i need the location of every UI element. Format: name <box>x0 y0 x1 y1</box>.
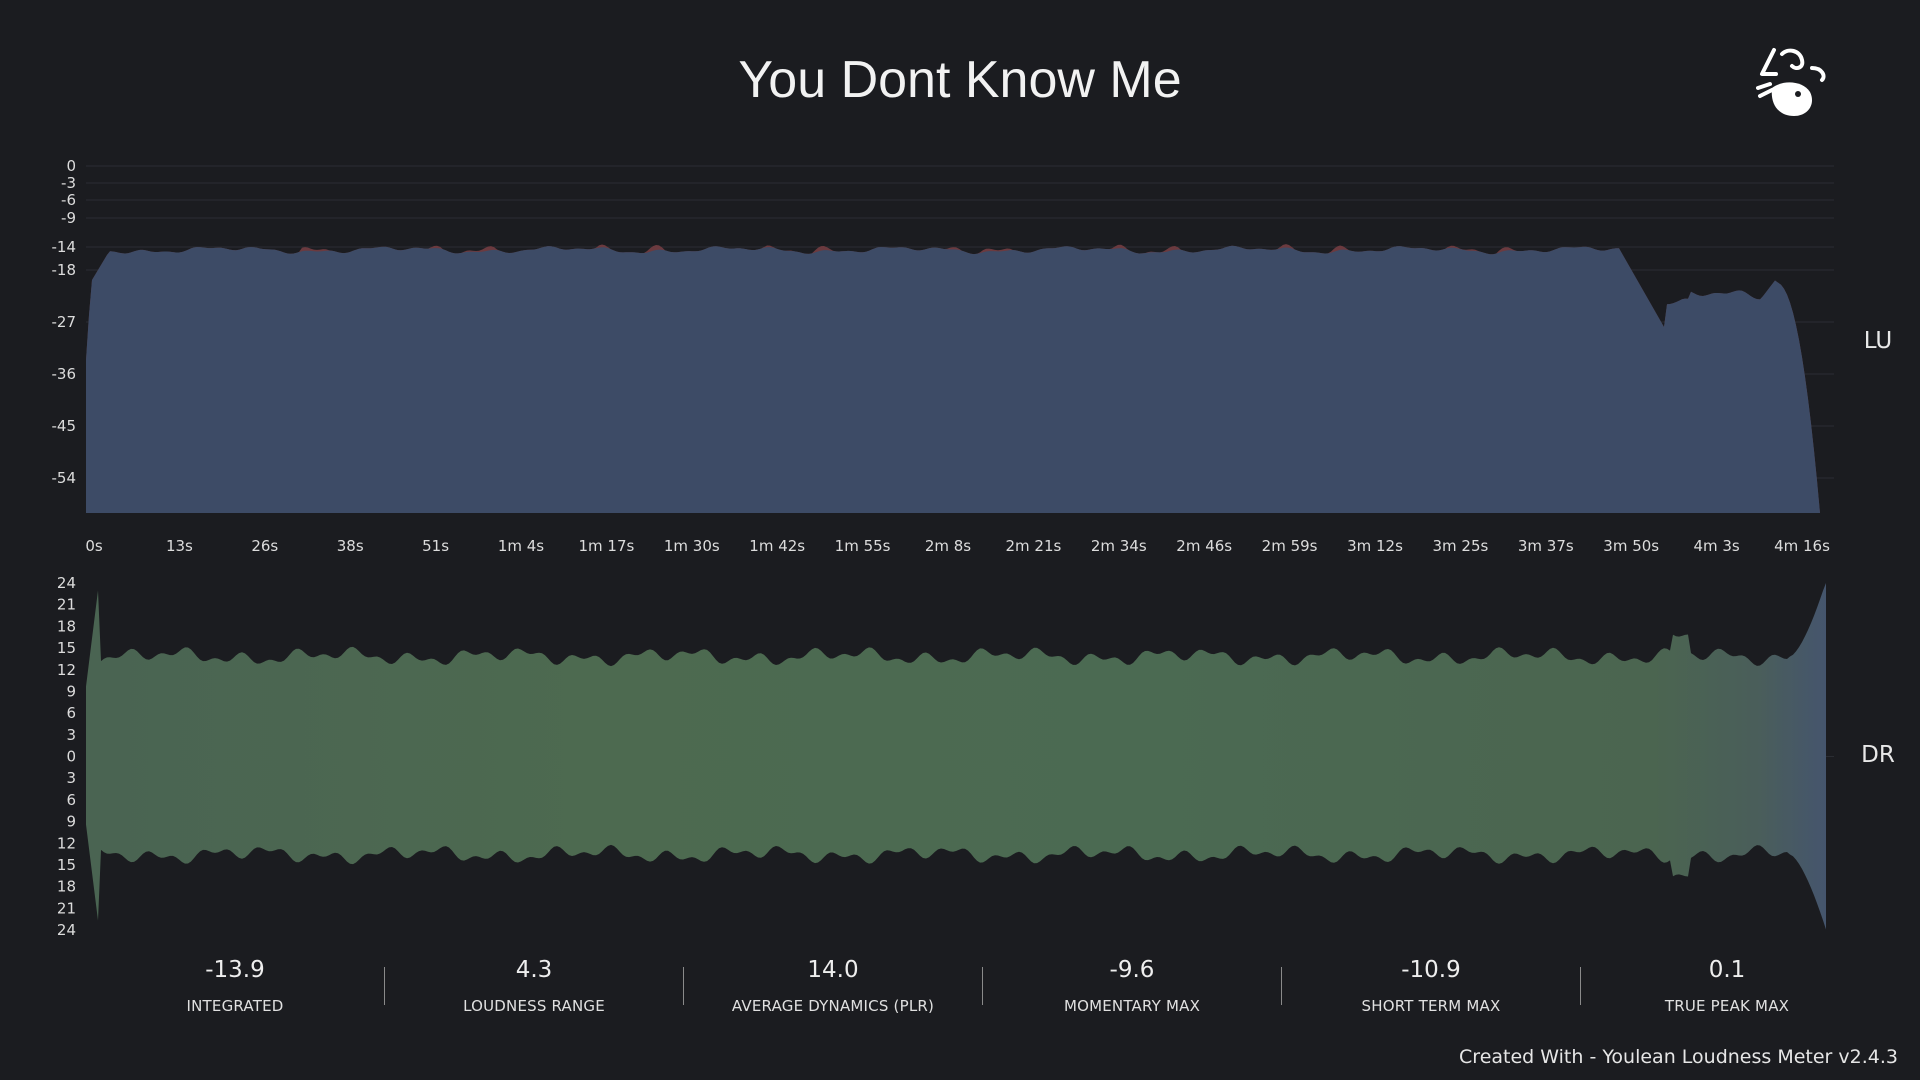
stat-value: 14.0 <box>807 957 859 983</box>
lu-area <box>86 245 1820 514</box>
time-tick: 2m 21s <box>1005 537 1061 555</box>
stat-value: -9.6 <box>1109 957 1155 983</box>
dr-y-tick: 3 <box>66 769 76 787</box>
stat-value: -13.9 <box>205 957 265 983</box>
lu-area-series <box>86 244 1820 514</box>
divider <box>982 967 983 1005</box>
lu-y-tick: -18 <box>52 261 77 279</box>
time-axis: 0s 13s 26s 38s 51s 1m 4s 1m 17s 1m 30s 1m 42s 1m … <box>85 537 1830 555</box>
time-tick: 1m 30s <box>664 537 720 555</box>
dr-y-tick: 21 <box>57 596 76 614</box>
stat-integrated: -13.9 INTEGRATED <box>86 955 384 1015</box>
dr-y-tick: 0 <box>66 748 76 766</box>
stat-short-term-max: -10.9 SHORT TERM MAX <box>1282 955 1580 1015</box>
stat-label: INTEGRATED <box>186 997 284 1015</box>
time-tick: 3m 12s <box>1347 537 1403 555</box>
dr-y-tick: 18 <box>57 878 76 896</box>
divider <box>683 967 684 1005</box>
time-tick: 1m 42s <box>749 537 805 555</box>
dr-y-tick: 12 <box>57 661 76 679</box>
divider <box>1281 967 1282 1005</box>
time-tick: 1m 55s <box>835 537 891 555</box>
lu-y-tick: -3 <box>61 174 76 192</box>
dr-y-tick: 3 <box>66 726 76 744</box>
dr-y-tick: 21 <box>57 899 76 917</box>
lu-y-axis: 0-3-6-9 -14 -18 -27 -36 -45 -54 <box>52 157 77 487</box>
dr-y-tick: 24 <box>57 574 76 592</box>
stat-label: AVERAGE DYNAMICS (PLR) <box>731 997 935 1015</box>
lu-y-tick: -14 <box>52 238 77 256</box>
dr-axis-label: DR <box>1861 742 1895 768</box>
time-tick: 1m 17s <box>578 537 634 555</box>
stat-value: 0.1 <box>1708 957 1746 983</box>
time-tick: 2m 8s <box>925 537 971 555</box>
divider <box>384 967 385 1005</box>
dr-y-tick: 24 <box>57 921 76 939</box>
dr-y-tick: 9 <box>66 682 76 700</box>
stat-label: SHORT TERM MAX <box>1361 997 1501 1015</box>
lu-y-tick: -27 <box>52 313 77 331</box>
lu-y-tick: -54 <box>52 469 77 487</box>
stat-loudness-range: 4.3 LOUDNESS RANGE <box>385 955 683 1015</box>
lu-y-tick: -45 <box>52 417 77 435</box>
time-tick: 4m 3s <box>1693 537 1739 555</box>
time-tick: 3m 25s <box>1432 537 1488 555</box>
time-tick: 3m 37s <box>1518 537 1574 555</box>
stat-label: TRUE PEAK MAX <box>1664 997 1790 1015</box>
stat-average-dynamics: 14.0 AVERAGE DYNAMICS (PLR) <box>684 955 982 1015</box>
dr-y-tick: 15 <box>57 639 76 657</box>
stat-true-peak-max: 0.1 TRUE PEAK MAX <box>1578 955 1876 1015</box>
footer-credit: Created With - Youlean Loudness Meter v2… <box>1459 1046 1898 1068</box>
time-tick: 0s <box>85 537 103 555</box>
dr-y-tick: 6 <box>66 704 76 722</box>
time-tick: 51s <box>422 537 449 555</box>
stat-label: LOUDNESS RANGE <box>463 997 605 1015</box>
stat-momentary-max: -9.6 MOMENTARY MAX <box>983 955 1281 1015</box>
time-tick: 4m 16s <box>1774 537 1830 555</box>
lu-y-tick: 0 <box>66 157 76 175</box>
dr-area <box>86 583 1826 930</box>
stat-label: MOMENTARY MAX <box>1063 997 1201 1015</box>
dr-y-tick: 9 <box>66 813 76 831</box>
dr-area-series <box>86 583 1826 930</box>
dr-y-tick: 12 <box>57 834 76 852</box>
divider <box>1580 967 1581 1005</box>
time-tick: 2m 59s <box>1262 537 1318 555</box>
chart-title: You Dont Know Me <box>738 51 1182 109</box>
time-tick: 13s <box>166 537 193 555</box>
stats-bar: -13.9 INTEGRATED 4.3 LOUDNESS RANGE 14.0… <box>86 955 1581 1025</box>
time-tick: 26s <box>251 537 278 555</box>
dr-y-tick: 18 <box>57 617 76 635</box>
lu-y-tick: -6 <box>61 191 76 209</box>
stat-value: -10.9 <box>1401 957 1461 983</box>
lu-axis-label: LU <box>1864 328 1893 354</box>
stat-value: 4.3 <box>515 957 553 983</box>
lu-y-tick: -9 <box>61 209 76 227</box>
time-tick: 1m 4s <box>498 537 544 555</box>
time-tick: 38s <box>337 537 364 555</box>
time-tick: 3m 50s <box>1603 537 1659 555</box>
lu-y-tick: -36 <box>52 365 77 383</box>
time-tick: 2m 34s <box>1091 537 1147 555</box>
dr-y-tick: 15 <box>57 856 76 874</box>
youlean-logo-icon <box>1756 48 1826 116</box>
dr-y-axis: 24 21 18 15 12 9 6 3 0 3 6 9 12 15 18 21 24 <box>57 574 76 939</box>
dr-y-tick: 6 <box>66 791 76 809</box>
time-tick: 2m 46s <box>1176 537 1232 555</box>
